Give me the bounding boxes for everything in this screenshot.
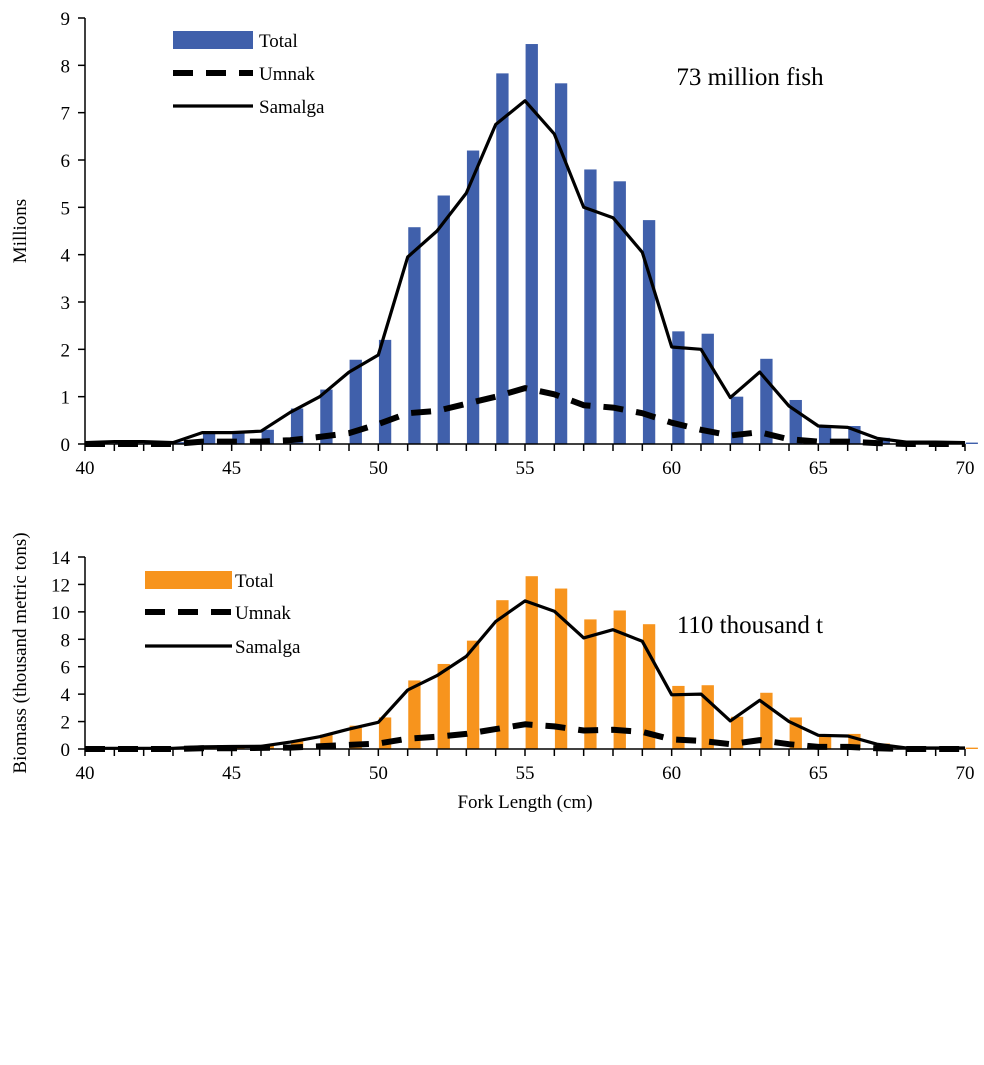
y-tick-label: 1	[61, 388, 71, 409]
bar-total-59	[642, 624, 656, 749]
bar-total-57	[584, 619, 597, 749]
bar-total-48	[320, 389, 333, 444]
y-tick-label: 14	[51, 548, 71, 569]
bar-total-61	[701, 333, 714, 444]
bar-total-54	[496, 73, 509, 444]
bar-total-60	[672, 685, 685, 749]
bar-total-50	[378, 339, 392, 444]
x-tick-label: 65	[809, 458, 828, 479]
x-tick-label: 60	[662, 763, 681, 784]
total-annotation: 110 thousand t	[677, 612, 823, 639]
x-tick-label: 45	[222, 763, 241, 784]
bar-total-63	[760, 358, 773, 444]
y-tick-label: 9	[61, 9, 71, 30]
x-tick-label: 60	[662, 458, 681, 479]
y-tick-label: 3	[61, 293, 71, 314]
y-tick-label: 8	[61, 56, 71, 77]
y-tick-label: 5	[61, 198, 71, 219]
y-tick-label: 4	[61, 685, 71, 706]
legend-swatch-total	[145, 571, 232, 589]
bar-total-67	[877, 437, 890, 444]
legend: Total Umnak Samalga	[173, 31, 325, 118]
y-tick-label: 12	[51, 575, 70, 596]
x-tick-label: 55	[516, 458, 535, 479]
bar-total-70	[965, 747, 978, 749]
y-tick-label: 0	[61, 435, 71, 456]
bar-total-57	[584, 169, 597, 444]
x-tick-label: 70	[956, 763, 975, 784]
legend: Total Umnak Samalga	[145, 571, 301, 658]
y-axis-title: Millions	[10, 199, 31, 263]
bar-total-51	[408, 227, 421, 444]
x-tick-label: 55	[516, 763, 535, 784]
legend-swatch-total	[173, 31, 253, 49]
bar-total-55	[525, 44, 538, 445]
chart-bottom-biomass: 0 2 4 6 8 10 12 14 40 45 50 55 60 65 70 Biomass (thousa…	[10, 532, 978, 813]
x-axis-title: Fork Length (cm)	[457, 792, 592, 813]
bar-total-70	[965, 442, 978, 444]
x-tick-label: 70	[956, 458, 975, 479]
bar-total-53	[466, 150, 480, 445]
legend-label-total: Total	[259, 31, 298, 52]
bar-total-58	[613, 181, 626, 445]
x-tick-label: 65	[809, 763, 828, 784]
y-axis-title: Biomass (thousand metric tons)	[10, 532, 31, 773]
bar-total-56	[554, 83, 568, 444]
x-tick-label: 50	[369, 458, 388, 479]
y-tick-label: 2	[61, 340, 71, 361]
y-tick-label: 4	[61, 246, 71, 267]
bar-total-51	[408, 680, 421, 749]
y-tick-label: 6	[61, 151, 71, 172]
x-tick-label: 40	[76, 458, 95, 479]
bar-total-56	[554, 588, 568, 749]
x-tick-label: 45	[222, 458, 241, 479]
legend-label-umnak: Umnak	[235, 603, 291, 624]
legend-label-samalga: Samalga	[235, 637, 301, 658]
bar-total-59	[642, 220, 656, 444]
y-tick-label: 8	[61, 630, 71, 651]
bar-total-52	[437, 195, 450, 444]
y-tick-label: 0	[61, 740, 71, 761]
legend-label-umnak: Umnak	[259, 64, 315, 85]
line-series-samalga	[84, 99, 966, 445]
bar-total-65	[818, 425, 832, 444]
y-tick-label: 7	[61, 104, 71, 125]
x-tick-label: 40	[76, 763, 95, 784]
bar-total-43	[173, 442, 186, 444]
bar-total-54	[496, 600, 509, 749]
legend-label-total: Total	[235, 571, 274, 592]
bar-series-total	[85, 44, 978, 445]
y-tick-label: 10	[51, 603, 70, 624]
bar-total-52	[437, 663, 450, 749]
total-annotation: 73 million fish	[676, 64, 824, 91]
y-tick-label: 2	[61, 713, 71, 734]
bar-total-53	[466, 640, 480, 749]
line-series-samalga	[85, 599, 965, 750]
bar-total-47	[290, 408, 304, 444]
bar-total-55	[525, 576, 538, 749]
y-tick-label: 6	[61, 658, 71, 679]
legend-label-samalga: Samalga	[259, 97, 325, 118]
bar-total-60	[672, 331, 685, 444]
bar-series-total	[85, 576, 978, 749]
bar-total-62	[730, 716, 744, 749]
x-tick-label: 50	[369, 763, 388, 784]
bar-total-58	[613, 610, 626, 749]
bar-total-49	[349, 359, 362, 444]
bar-total-44	[202, 431, 216, 444]
line-series-umnak	[85, 385, 965, 447]
